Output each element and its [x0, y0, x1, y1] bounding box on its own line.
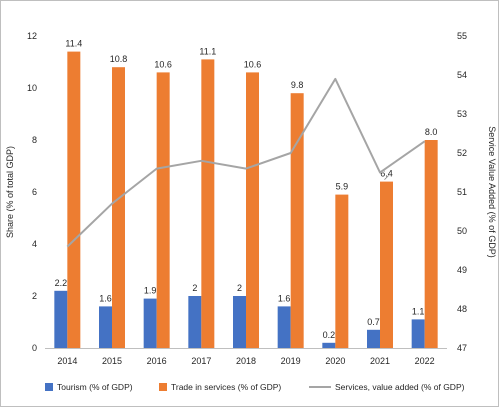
data-label-leader [384, 175, 389, 180]
bar-trade-2017 [201, 59, 215, 349]
data-label-trade: 10.6 [154, 59, 172, 69]
bar-trade-2015 [112, 67, 125, 348]
bar-trade-2014 [67, 51, 81, 348]
bar-trade-2016 [156, 72, 170, 349]
bar-trade-2020 [335, 194, 349, 348]
x-axis-tick-label: 2020 [325, 356, 345, 366]
data-label-trade: 6.4 [380, 169, 393, 179]
bar-trade-2021 [380, 181, 393, 348]
data-label-trade: 5.9 [336, 182, 349, 192]
data-label-tourism: 2.2 [55, 278, 68, 288]
y-axis-tick-label: 8 [32, 135, 37, 145]
bar-tourism-2015 [99, 306, 112, 348]
data-label-trade: 10.6 [244, 59, 262, 69]
y-axis-tick-label: 0 [32, 343, 37, 353]
data-label-trade: 8.0 [425, 127, 438, 137]
data-label-trade: 9.8 [291, 80, 304, 90]
data-label-tourism: 1.6 [278, 293, 291, 303]
y-axis-tick-label: 10 [27, 83, 37, 93]
legend-item-services-label: Services, value added (% of GDP) [335, 382, 465, 392]
data-label-tourism: 1.9 [144, 286, 157, 296]
x-axis-tick-label: 2017 [191, 356, 211, 366]
legend-item-trade-label: Trade in services (% of GDP) [171, 382, 281, 392]
bar-tourism-2020 [322, 342, 336, 348]
y2-axis-tick-label: 48 [457, 304, 467, 314]
bar-tourism-2019 [277, 306, 291, 348]
x-axis-tick-label: 2021 [370, 356, 390, 366]
line-services-value-added [66, 77, 426, 248]
x-axis-tick-label: 2022 [415, 356, 435, 366]
x-axis-tick-label: 2019 [281, 356, 301, 366]
y2-axis-tick-label: 53 [457, 109, 467, 119]
y2-axis-tick-label: 47 [457, 343, 467, 353]
x-axis-tick-label: 2015 [102, 356, 122, 366]
y2-axis-tick-label: 54 [457, 70, 467, 80]
data-label-tourism: 2 [192, 283, 197, 293]
legend-item-tourism-swatch [45, 383, 53, 391]
legend-item-tourism-label: Tourism (% of GDP) [57, 382, 133, 392]
bar-trade-2019 [290, 93, 304, 348]
x-axis-tick-label: 2016 [147, 356, 167, 366]
data-label-trade: 11.1 [199, 46, 216, 56]
bar-trade-2018 [246, 72, 259, 349]
y2-axis-tick-label: 50 [457, 226, 467, 236]
legend-item-trade-swatch [159, 383, 167, 391]
data-label-tourism: 0.7 [367, 317, 380, 327]
y2-axis-tick-label: 55 [457, 31, 467, 41]
x-axis-tick-label: 2018 [236, 356, 256, 366]
data-label-tourism: 1.1 [412, 306, 425, 316]
x-axis-tick-label: 2014 [57, 356, 77, 366]
y-axis-title: Share (% of total GDP) [5, 146, 15, 238]
bar-tourism-2016 [143, 298, 157, 348]
bar-tourism-2014 [54, 290, 68, 348]
bar-tourism-2021 [367, 329, 380, 348]
data-label-trade: 11.4 [65, 39, 82, 49]
data-label-tourism: 1.6 [99, 293, 112, 303]
y2-axis-tick-label: 52 [457, 148, 467, 158]
bar-trade-2022 [424, 140, 438, 348]
y2-axis-tick-label: 51 [457, 187, 467, 197]
bar-tourism-2022 [411, 319, 425, 348]
bar-tourism-2018 [233, 296, 246, 348]
y2-axis-tick-label: 49 [457, 265, 467, 275]
y-axis-tick-label: 12 [27, 31, 37, 41]
bar-tourism-2017 [188, 296, 202, 348]
data-label-tourism: 0.2 [323, 330, 336, 340]
y-axis-tick-label: 4 [32, 239, 37, 249]
y2-axis-title: Service Value Added (% of GDP) [487, 126, 497, 257]
y-axis-tick-label: 2 [32, 291, 37, 301]
y-axis-tick-label: 6 [32, 187, 37, 197]
data-label-trade: 10.8 [110, 54, 128, 64]
data-label-tourism: 2 [237, 283, 242, 293]
